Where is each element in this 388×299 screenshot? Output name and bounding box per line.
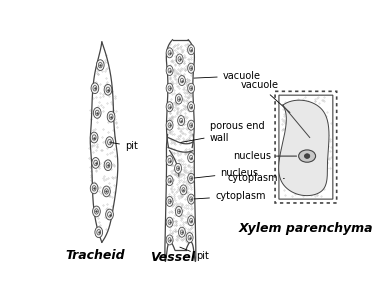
Text: Xylem parenchyma: Xylem parenchyma bbox=[239, 222, 373, 235]
Ellipse shape bbox=[166, 217, 173, 227]
Text: cytoplasm: cytoplasm bbox=[194, 191, 265, 201]
Ellipse shape bbox=[102, 186, 110, 197]
Ellipse shape bbox=[188, 173, 195, 183]
Ellipse shape bbox=[166, 235, 173, 245]
Ellipse shape bbox=[305, 154, 310, 158]
Ellipse shape bbox=[188, 63, 195, 73]
Ellipse shape bbox=[90, 183, 98, 194]
Ellipse shape bbox=[186, 233, 193, 242]
Ellipse shape bbox=[188, 216, 195, 226]
Text: pit: pit bbox=[111, 141, 138, 151]
Ellipse shape bbox=[104, 160, 112, 171]
Ellipse shape bbox=[178, 76, 185, 86]
Ellipse shape bbox=[176, 54, 183, 64]
Ellipse shape bbox=[188, 45, 195, 55]
Ellipse shape bbox=[106, 137, 113, 147]
Text: vacuole: vacuole bbox=[194, 71, 261, 81]
Ellipse shape bbox=[175, 206, 182, 216]
Text: nucleus: nucleus bbox=[194, 168, 258, 178]
Ellipse shape bbox=[166, 155, 173, 166]
Text: nucleus: nucleus bbox=[233, 151, 297, 161]
Text: vacuole: vacuole bbox=[241, 80, 290, 112]
Ellipse shape bbox=[188, 152, 195, 163]
Ellipse shape bbox=[92, 158, 99, 168]
Ellipse shape bbox=[104, 84, 112, 95]
Ellipse shape bbox=[299, 150, 315, 162]
Ellipse shape bbox=[90, 132, 98, 143]
Text: Tracheid: Tracheid bbox=[66, 249, 125, 262]
Text: porous end
wall: porous end wall bbox=[181, 121, 264, 143]
FancyBboxPatch shape bbox=[275, 91, 337, 203]
Ellipse shape bbox=[175, 94, 182, 104]
Ellipse shape bbox=[106, 209, 113, 220]
Ellipse shape bbox=[107, 111, 115, 122]
Ellipse shape bbox=[166, 196, 173, 206]
Ellipse shape bbox=[175, 163, 182, 173]
Ellipse shape bbox=[166, 176, 173, 186]
Ellipse shape bbox=[94, 107, 101, 118]
Ellipse shape bbox=[166, 83, 173, 93]
Ellipse shape bbox=[188, 120, 195, 130]
Ellipse shape bbox=[166, 48, 173, 58]
Ellipse shape bbox=[178, 116, 185, 126]
Ellipse shape bbox=[180, 185, 187, 195]
Ellipse shape bbox=[91, 83, 99, 94]
Ellipse shape bbox=[166, 102, 173, 112]
Text: pit: pit bbox=[180, 247, 209, 261]
Ellipse shape bbox=[188, 194, 195, 204]
Polygon shape bbox=[279, 100, 329, 196]
Text: Vessel: Vessel bbox=[150, 251, 195, 265]
Ellipse shape bbox=[166, 120, 173, 130]
Ellipse shape bbox=[178, 227, 185, 237]
Ellipse shape bbox=[97, 60, 104, 71]
Ellipse shape bbox=[93, 206, 100, 217]
Ellipse shape bbox=[166, 65, 173, 76]
Text: cytoplasm: cytoplasm bbox=[227, 173, 284, 183]
Ellipse shape bbox=[188, 102, 195, 112]
Ellipse shape bbox=[95, 227, 102, 238]
Ellipse shape bbox=[188, 83, 195, 93]
